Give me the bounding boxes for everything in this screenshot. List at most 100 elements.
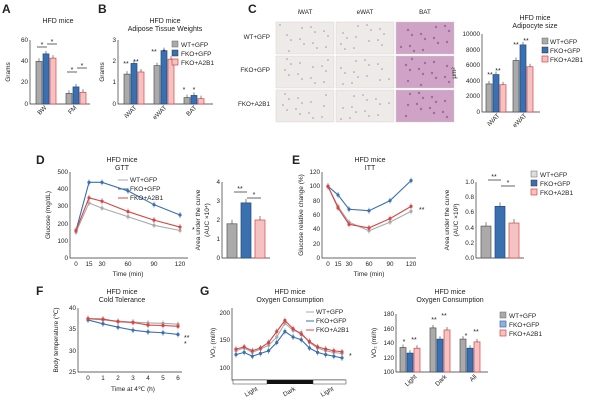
histology-nucleus-r0-c0-12 bbox=[323, 30, 325, 32]
panel-g-line-2 bbox=[235, 319, 343, 353]
histology-nucleus-r1-c0-3 bbox=[301, 78, 303, 80]
legend-g-label-wt: WT+GFP bbox=[509, 313, 536, 320]
panel-e-point-2-5 bbox=[409, 204, 413, 208]
panel-d-point-2-2 bbox=[100, 199, 104, 203]
histology-nucleus-r2-c0-13 bbox=[282, 104, 284, 106]
panel-c-bar-s0-c0 bbox=[485, 83, 493, 113]
panel-f-ytick-2: 35 bbox=[69, 326, 77, 333]
panel-c-cat-iwat: iWAT bbox=[486, 112, 501, 127]
histology-nucleus-r1-c1-10 bbox=[377, 63, 379, 65]
panel-g-bar-sig-2: ** bbox=[411, 337, 417, 344]
histology-nucleus-r2-c0-3 bbox=[312, 117, 314, 119]
panel-d-ytick-5: 500 bbox=[57, 169, 68, 176]
histology-nucleus-r2-c1-12 bbox=[362, 94, 364, 96]
panel-g-phase-light1: Light bbox=[244, 386, 260, 399]
panel-e-auc-sig-1: ** bbox=[491, 174, 497, 181]
panel-e-point-1-4 bbox=[388, 199, 392, 203]
histology-nucleus-r0-c0-8 bbox=[325, 46, 327, 48]
panel-d-legend-wt: WT+GFP bbox=[130, 177, 157, 184]
panel-g-point-1-7 bbox=[291, 335, 295, 339]
panel-g-bar-subtitle: Oxygen Consumption bbox=[416, 297, 483, 304]
panel-a-ytick-2: 40 bbox=[21, 58, 29, 65]
legend-g-swatch-fko bbox=[499, 320, 507, 328]
panel-g-point-1-8 bbox=[299, 338, 303, 342]
histology-nucleus-r1-c2-6 bbox=[445, 64, 449, 68]
panel-f-xtick-2: 2 bbox=[116, 375, 120, 382]
histology-nucleus-r0-c2-12 bbox=[406, 28, 410, 32]
panel-g-bar-ytick-2: 140 bbox=[383, 340, 394, 347]
histology-nucleus-r0-c2-10 bbox=[432, 36, 436, 40]
panel-a-cat-bw: BW bbox=[36, 104, 48, 116]
histology-nucleus-r0-c0-10 bbox=[299, 38, 301, 40]
panel-c-bar-s2-c0 bbox=[499, 84, 507, 113]
panel-d-point-2-0 bbox=[74, 228, 78, 233]
histology-nucleus-r2-c0-6 bbox=[323, 105, 325, 107]
panel-b-sig-4: * bbox=[163, 49, 166, 56]
histology-nucleus-r0-c0-2 bbox=[303, 43, 305, 45]
panel-a-ytick-1: 20 bbox=[21, 79, 29, 86]
panel-e-point-0-5 bbox=[409, 209, 413, 214]
panel-f-point-1-1 bbox=[101, 322, 105, 326]
histology-nucleus-r2-c2-5 bbox=[419, 107, 423, 111]
panel-a-sig-2: * bbox=[51, 39, 54, 46]
panel-b-bar-s2-c2 bbox=[197, 98, 205, 105]
histology-nucleus-r1-c1-3 bbox=[368, 64, 370, 66]
panel-f-point-1-4 bbox=[146, 330, 150, 334]
panel-e-point-2-2 bbox=[347, 222, 351, 226]
panel-g-point-2-5 bbox=[275, 329, 279, 334]
panel-f-subtitle: Cold Tolerance bbox=[99, 297, 146, 304]
panel-d-point-0-4 bbox=[152, 223, 156, 227]
panel-e-point-2-0 bbox=[326, 184, 330, 188]
panel-label-b: B bbox=[98, 2, 107, 16]
panel-f-title: HFD mice bbox=[106, 289, 137, 296]
panel-b-cat-iwat: iWAT bbox=[123, 104, 138, 119]
panel-d-lines bbox=[74, 179, 182, 236]
panel-g-bars bbox=[399, 324, 481, 373]
panel-d-point-1-5 bbox=[178, 213, 182, 217]
panel-e-ytick-3: 60 bbox=[313, 212, 321, 219]
panel-d-auc-ytick-3: 3 bbox=[216, 198, 220, 205]
panel-d-point-2-3 bbox=[126, 209, 130, 214]
panel-f-point-1-2 bbox=[116, 325, 120, 329]
panel-c-row-fko: FKO+GFP bbox=[240, 67, 270, 74]
histology-nucleus-r2-c2-9 bbox=[417, 91, 421, 95]
panel-d-title: HFD mice bbox=[106, 157, 137, 164]
panel-e-auc-ytick-2: 0.4 bbox=[465, 225, 474, 232]
histology-nucleus-r2-c2-0 bbox=[434, 100, 438, 104]
histology-nucleus-r2-c1-7 bbox=[377, 114, 379, 116]
panel-g-bar-s2-c1 bbox=[443, 329, 451, 373]
panel-c-bar-s1-c0 bbox=[492, 74, 500, 113]
histology-nucleus-r1-c2-8 bbox=[419, 83, 423, 87]
histology-nucleus-r2-c1-3 bbox=[379, 103, 381, 105]
histology-nucleus-r1-c0-0 bbox=[290, 63, 292, 65]
panel-g-point-1-11 bbox=[324, 353, 328, 357]
histology-nucleus-r2-c1-11 bbox=[375, 98, 377, 100]
legend-c-label-a2b1: FKO+A2B1 bbox=[550, 57, 583, 64]
panel-g-bar-ylabel: VO₂ (ml/h) bbox=[371, 328, 378, 358]
panel-g-point-1-0 bbox=[234, 353, 238, 357]
panel-b-bar-s2-c0 bbox=[137, 71, 145, 105]
panel-d-auc-ytick-0: 0 bbox=[216, 255, 220, 262]
histology-nucleus-r2-c0-10 bbox=[321, 116, 323, 118]
histology-nucleus-r0-c2-1 bbox=[399, 45, 403, 49]
panel-b-sig-6: * bbox=[193, 87, 196, 94]
panel-a: HFD mice 0 20 40 60 Grams BW FM * * * * bbox=[5, 18, 90, 117]
histology-nucleus-r2-c2-11 bbox=[441, 110, 445, 114]
legend-c-swatch-a2b1 bbox=[541, 55, 549, 63]
histology-nucleus-r2-c2-10 bbox=[404, 114, 408, 118]
panel-g-point-1-6 bbox=[283, 329, 287, 334]
histology-nucleus-r1-c1-8 bbox=[353, 71, 355, 73]
panel-b-bar-s0-c2 bbox=[183, 97, 191, 105]
panel-e-point-1-5 bbox=[409, 179, 413, 183]
panel-c-ytick-0: 0 bbox=[476, 109, 480, 116]
panel-f-xtick-5: 5 bbox=[161, 375, 165, 382]
panel-g-legend-a2b1: FKO+A2B1 bbox=[316, 327, 349, 334]
panel-d-ytick-1: 100 bbox=[57, 238, 68, 245]
panel-g-point-1-3 bbox=[258, 351, 263, 356]
histology-grid bbox=[275, 21, 455, 123]
histology-nucleus-r2-c0-8 bbox=[297, 97, 299, 99]
histology-nucleus-r1-c0-9 bbox=[323, 81, 325, 83]
histology-tile-r1-c0 bbox=[275, 55, 335, 89]
histology-nucleus-r2-c0-7 bbox=[310, 101, 312, 103]
panel-d-line-1 bbox=[75, 181, 181, 231]
